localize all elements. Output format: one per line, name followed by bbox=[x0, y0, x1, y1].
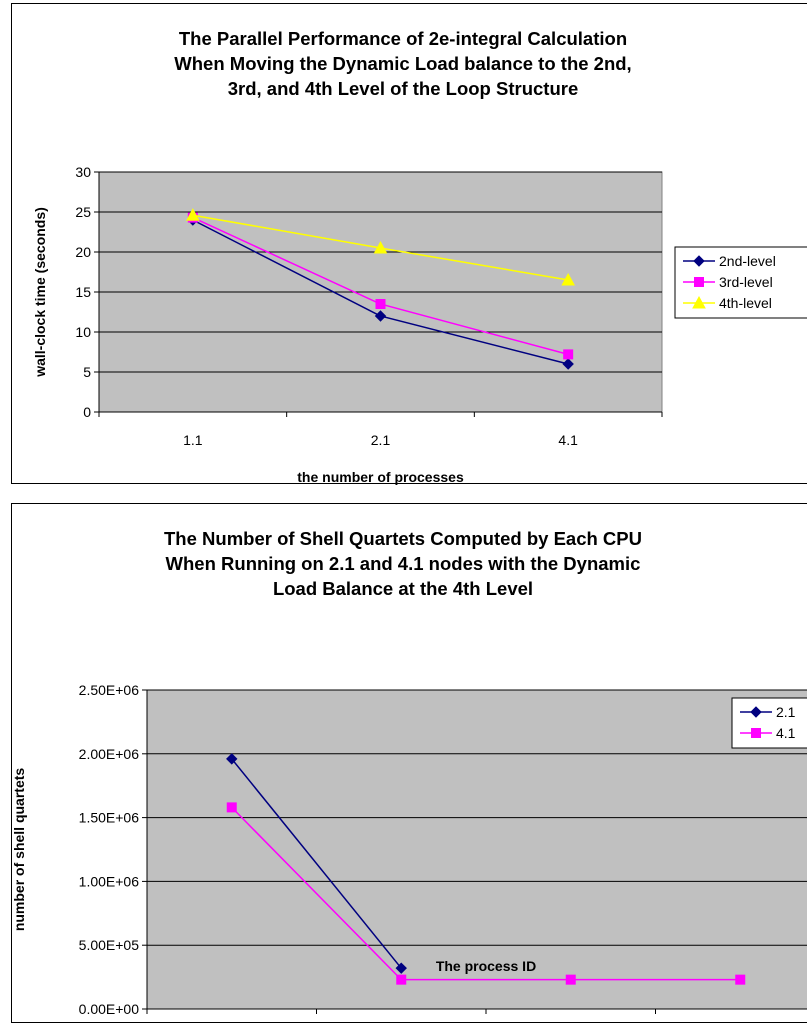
chart1-ytick-label: 30 bbox=[75, 164, 91, 180]
chart2-legend-label: 4.1 bbox=[776, 725, 796, 741]
chart1-ytick-label: 5 bbox=[83, 364, 91, 380]
chart1-legend-marker bbox=[693, 255, 705, 267]
chart2-title: The Number of Shell Quartets Computed by… bbox=[164, 528, 642, 599]
chart1-series-4th-level bbox=[185, 208, 576, 286]
chart1-data-point bbox=[375, 299, 386, 309]
chart2-legend-marker bbox=[751, 728, 761, 738]
chart2-legend: 2.14.1 bbox=[731, 697, 807, 749]
chart2-series-line bbox=[231, 758, 402, 969]
chart1-xtick-label: 2.1 bbox=[371, 432, 391, 448]
chart1-ytick-label: 0 bbox=[83, 404, 91, 420]
chart1-x-axis-title: the number of processes bbox=[297, 469, 464, 485]
chart1-y-axis-title: wall-clock time (seconds) bbox=[32, 207, 48, 378]
chart2-legend-label: 2.1 bbox=[776, 704, 796, 720]
chart1-ytick-label: 15 bbox=[75, 284, 91, 300]
chart1-title-line: When Moving the Dynamic Load balance to … bbox=[174, 53, 631, 74]
chart1-legend: 2nd-level 3rd-level 4th-level bbox=[674, 246, 807, 319]
chart1-ytick-label: 25 bbox=[75, 204, 91, 220]
chart2-data-point bbox=[395, 962, 407, 974]
chart2-series-2.1 bbox=[226, 753, 407, 974]
chart2-title-line: Load Balance at the 4th Level bbox=[273, 578, 533, 599]
chart2-legend-box bbox=[731, 697, 807, 749]
chart1-legend-marker bbox=[692, 295, 706, 309]
chart2-series-line bbox=[231, 806, 741, 981]
chart1-data-point bbox=[373, 240, 388, 254]
chart1-xtick-label: 4.1 bbox=[558, 432, 578, 448]
chart2-data-point bbox=[565, 974, 576, 985]
chart1-title-line: 3rd, and 4th Level of the Loop Structure bbox=[228, 78, 579, 99]
chart2-data-point bbox=[226, 753, 238, 765]
chart1-legend-label: 2nd-level bbox=[719, 253, 776, 269]
chart1-ytick-label: 10 bbox=[75, 324, 91, 340]
chart2-ytick-label: 5.00E+05 bbox=[79, 937, 140, 953]
chart2-ytick-label: 2.00E+06 bbox=[79, 746, 140, 762]
chart-wall-clock-time: The Parallel Performance of 2e-integral … bbox=[11, 3, 807, 485]
chart2-ytick-label: 0.00E+00 bbox=[79, 1001, 140, 1017]
chart2-data-point bbox=[226, 802, 237, 813]
chart1-ytick-label: 20 bbox=[75, 244, 91, 260]
chart1-title-line: The Parallel Performance of 2e-integral … bbox=[179, 28, 627, 49]
chart2-series-4.1 bbox=[226, 802, 746, 985]
chart2-y-axis-title: number of shell quartets bbox=[11, 768, 27, 932]
chart1-xtick-label: 1.1 bbox=[183, 432, 203, 448]
chart-wall-clock-svg: The Parallel Performance of 2e-integral … bbox=[32, 28, 807, 485]
chart1-legend-label: 4th-level bbox=[719, 295, 772, 311]
chart2-x-axis-title: The process ID bbox=[436, 958, 536, 974]
chart1-legend-label: 3rd-level bbox=[719, 274, 773, 290]
chart1-data-point bbox=[374, 310, 387, 322]
chart1-data-point bbox=[563, 349, 574, 360]
chart2-title-line: When Running on 2.1 and 4.1 nodes with t… bbox=[166, 553, 641, 574]
chart2-title-line: The Number of Shell Quartets Computed by… bbox=[164, 528, 642, 549]
chart2-ytick-label: 1.50E+06 bbox=[79, 810, 140, 826]
chart2-legend-marker bbox=[750, 706, 762, 718]
chart1-data-point bbox=[185, 208, 200, 221]
chart1-data-point bbox=[561, 272, 576, 286]
chart1-data-point bbox=[562, 358, 574, 370]
chart2-data-point bbox=[396, 974, 407, 985]
chart-shell-quartets: The Number of Shell Quartets Computed by… bbox=[11, 503, 807, 1023]
chart2-ytick-label: 1.00E+06 bbox=[79, 873, 140, 889]
chart2-ytick-label: 2.50E+06 bbox=[79, 682, 140, 698]
chart-shell-quartets-svg: The Number of Shell Quartets Computed by… bbox=[11, 528, 807, 1017]
chart2-data-point bbox=[735, 974, 746, 985]
chart1-legend-marker bbox=[694, 277, 704, 287]
chart1-title: The Parallel Performance of 2e-integral … bbox=[174, 28, 631, 99]
